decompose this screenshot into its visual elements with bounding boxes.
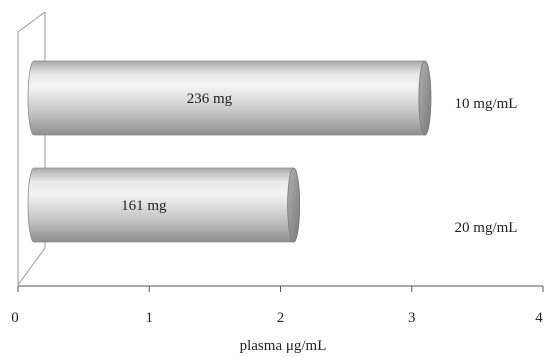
category-label-20mg: 20 mg/mL [455, 220, 518, 236]
bars-layer: 236 mg 161 mg [27, 60, 432, 243]
data-label-1: 236 mg [187, 91, 233, 107]
floor-diagonal [17, 247, 46, 286]
category-label-10mg: 10 mg/mL [455, 96, 518, 112]
x-tick-label-0: 0 [11, 310, 19, 326]
wall-top-diagonal [17, 11, 46, 33]
x-axis-title: plasma μg/mL [240, 338, 327, 354]
bar-cap-2 [287, 167, 301, 243]
x-tick-label-4: 4 [535, 310, 543, 326]
x-axis: 0 1 2 3 4 [11, 285, 544, 326]
data-label-2: 161 mg [121, 198, 167, 214]
x-tick-label-3: 3 [408, 310, 416, 326]
bar-cap-1 [418, 60, 432, 136]
x-tick-label-1: 1 [146, 310, 154, 326]
x-tick-label-2: 2 [277, 310, 285, 326]
bar-1: 236 mg [27, 60, 432, 136]
bar-2: 161 mg [27, 167, 301, 243]
chart-frame [17, 11, 46, 286]
